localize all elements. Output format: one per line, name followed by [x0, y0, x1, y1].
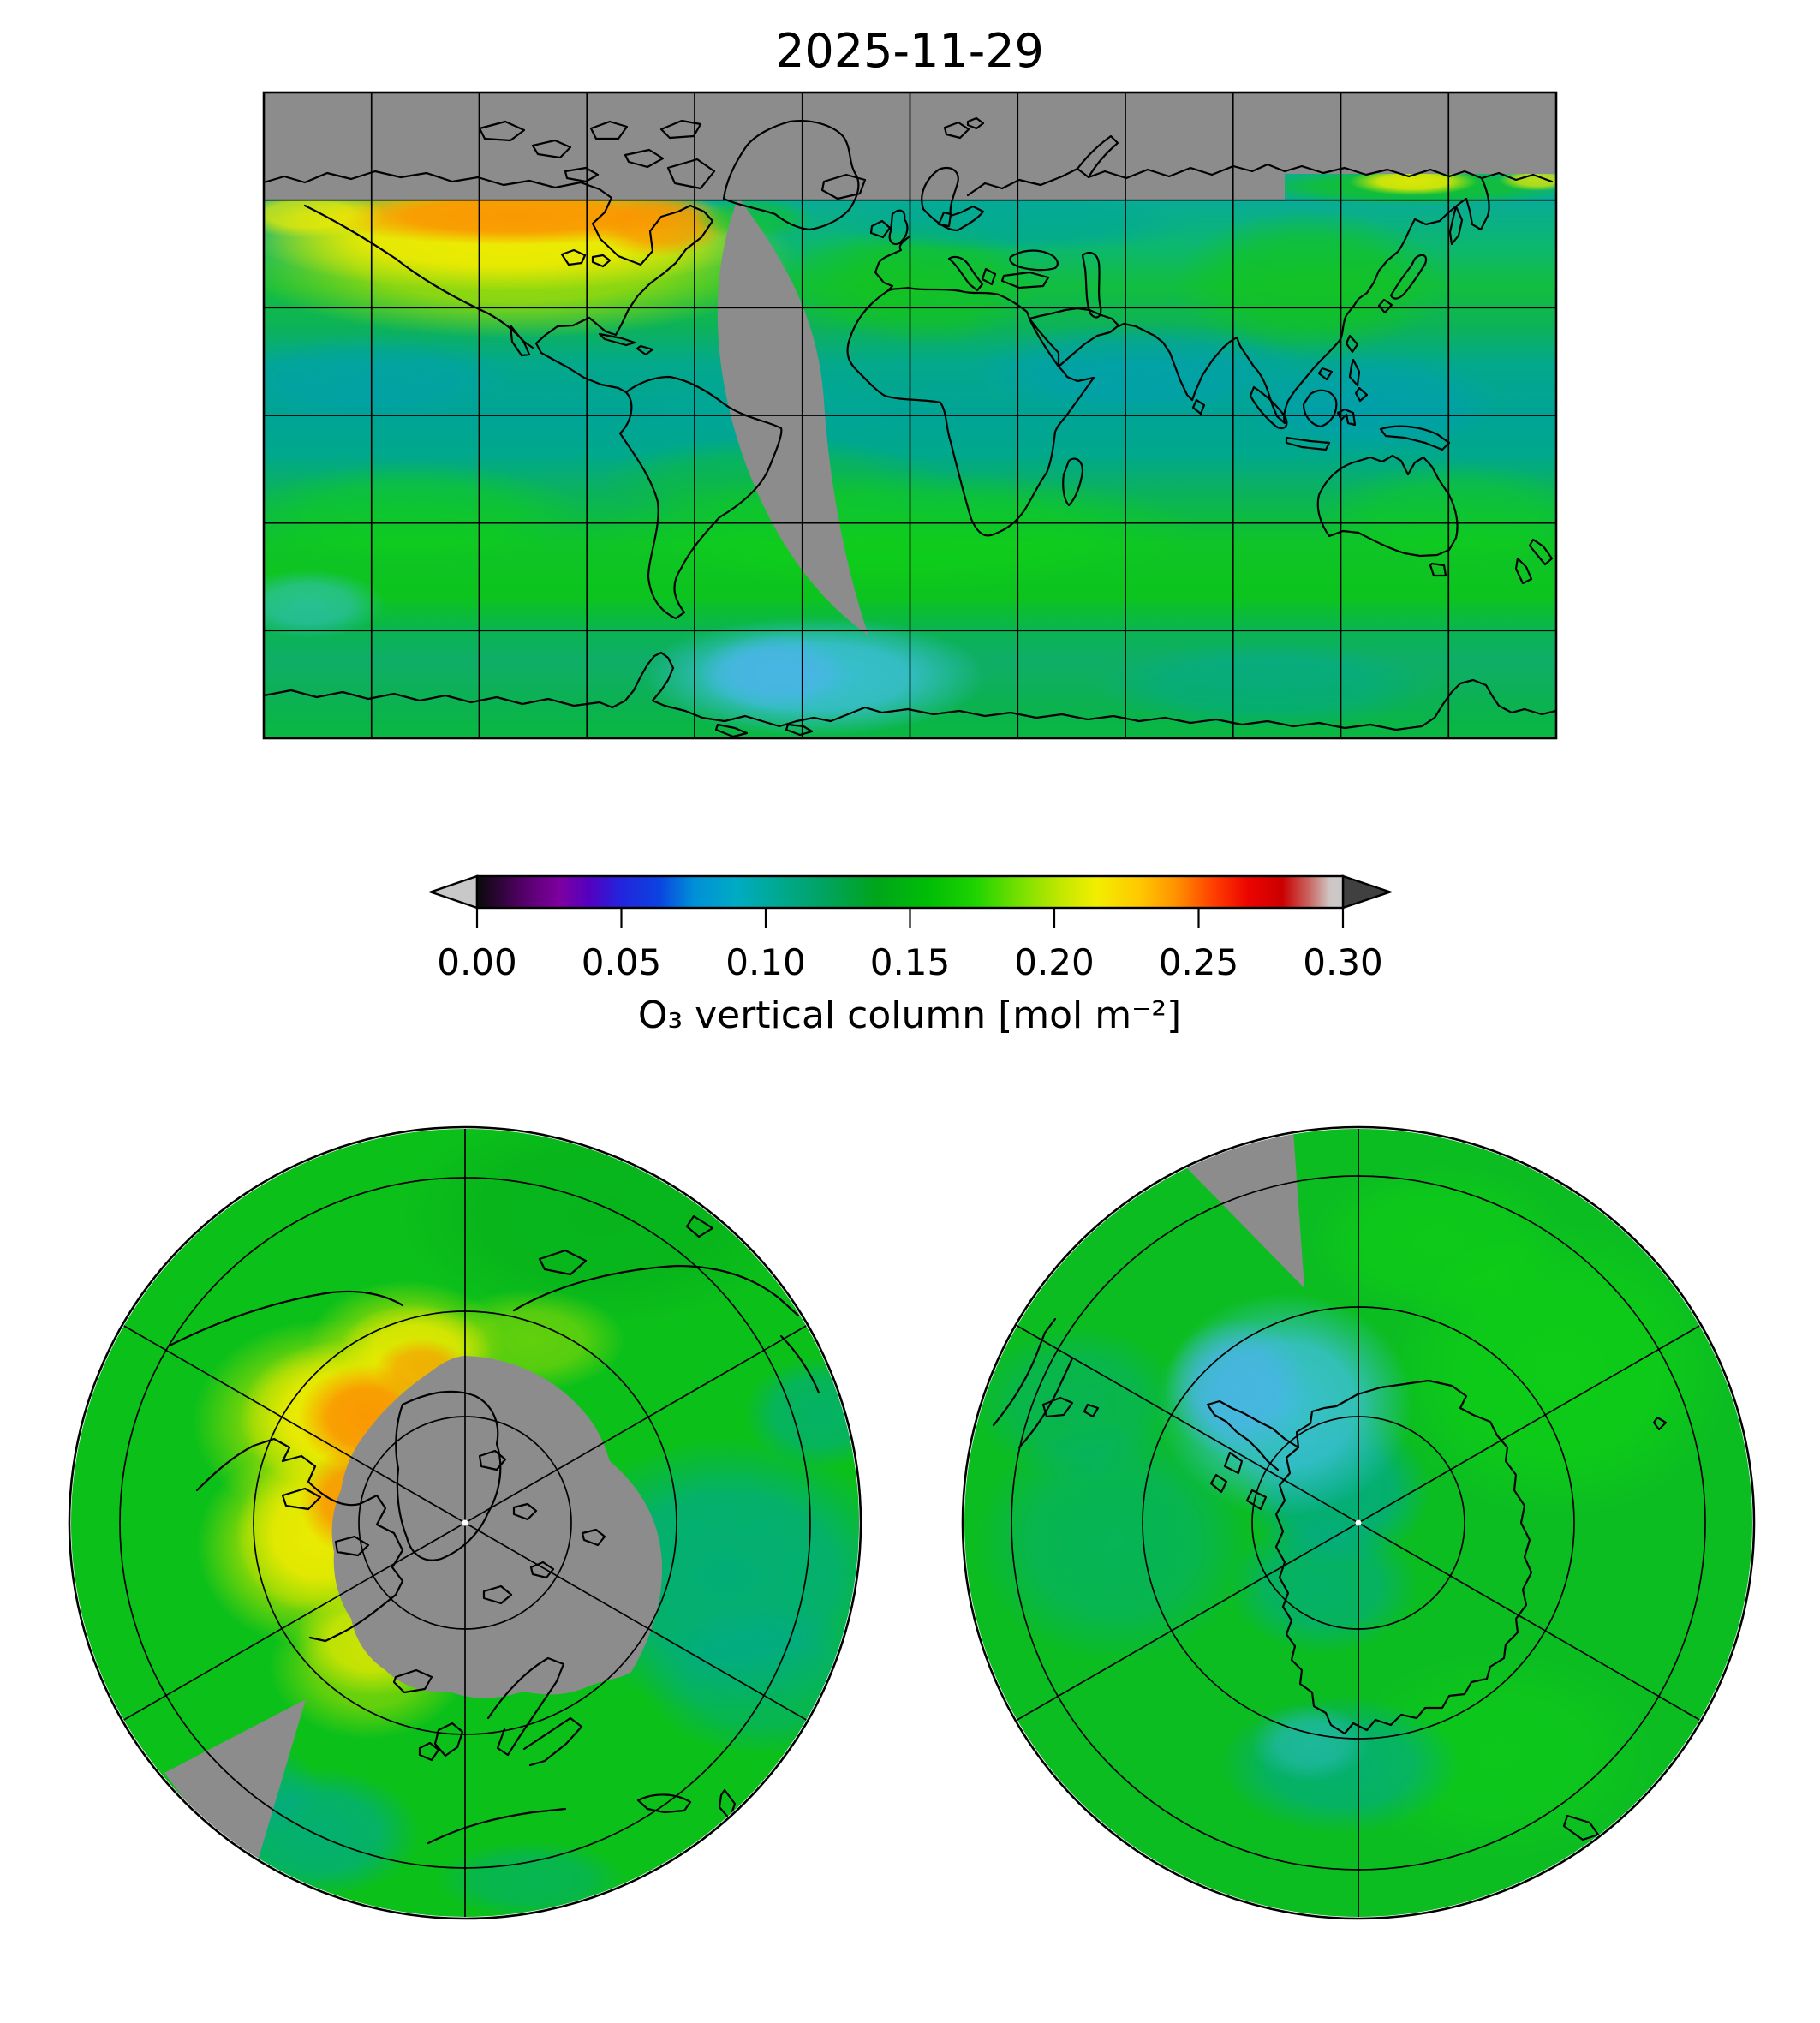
- colorbar-label: O₃ vertical column [mol m⁻²]: [638, 994, 1181, 1037]
- global-map: [262, 91, 1558, 740]
- south-orbit-gap-wedge: [1187, 1131, 1304, 1288]
- tick-label-1: 0.05: [582, 941, 662, 983]
- north-pole-dot: [462, 1519, 468, 1526]
- tick-label-0: 0.00: [437, 941, 517, 983]
- south-polar-border: [961, 1125, 1756, 1920]
- coastlines-south-polar: [992, 1317, 1668, 1841]
- north-polar-night-cap: [331, 1356, 663, 1698]
- colorbar-gradient-bar: [475, 874, 1345, 910]
- coastlines-global: [264, 116, 1556, 738]
- tick-label-5: 0.25: [1159, 941, 1239, 983]
- colorbar-under-arrow: [427, 874, 479, 910]
- colorbar-tick-labels: 0.00 0.05 0.10 0.15 0.20 0.25 0.30: [437, 941, 1383, 983]
- orbit-gap-swath: [717, 197, 868, 636]
- figure-title: 2025-11-29: [775, 24, 1044, 78]
- colorbar-over-arrow: [1341, 874, 1393, 910]
- south-field-blobs: [976, 1165, 1730, 1859]
- south-polar-map: [961, 1125, 1756, 1920]
- tick-label-3: 0.15: [870, 941, 951, 983]
- north-polar-map: [68, 1125, 862, 1920]
- tick-label-4: 0.20: [1014, 941, 1095, 983]
- colorbar-ticks: [475, 908, 1345, 928]
- north-polar-border: [68, 1125, 862, 1920]
- ozone-field-blobs: [264, 168, 1556, 737]
- tick-label-2: 0.10: [725, 941, 806, 983]
- tick-label-6: 0.30: [1303, 941, 1383, 983]
- north-orbit-gap-wedge: [164, 1699, 306, 1864]
- south-pole-dot: [1355, 1519, 1362, 1526]
- colorbar: 0.00 0.05 0.10 0.15 0.20 0.25 0.30 O₃ ve…: [427, 874, 1393, 1037]
- global-map-border: [262, 91, 1558, 740]
- graticule-global: [264, 92, 1556, 738]
